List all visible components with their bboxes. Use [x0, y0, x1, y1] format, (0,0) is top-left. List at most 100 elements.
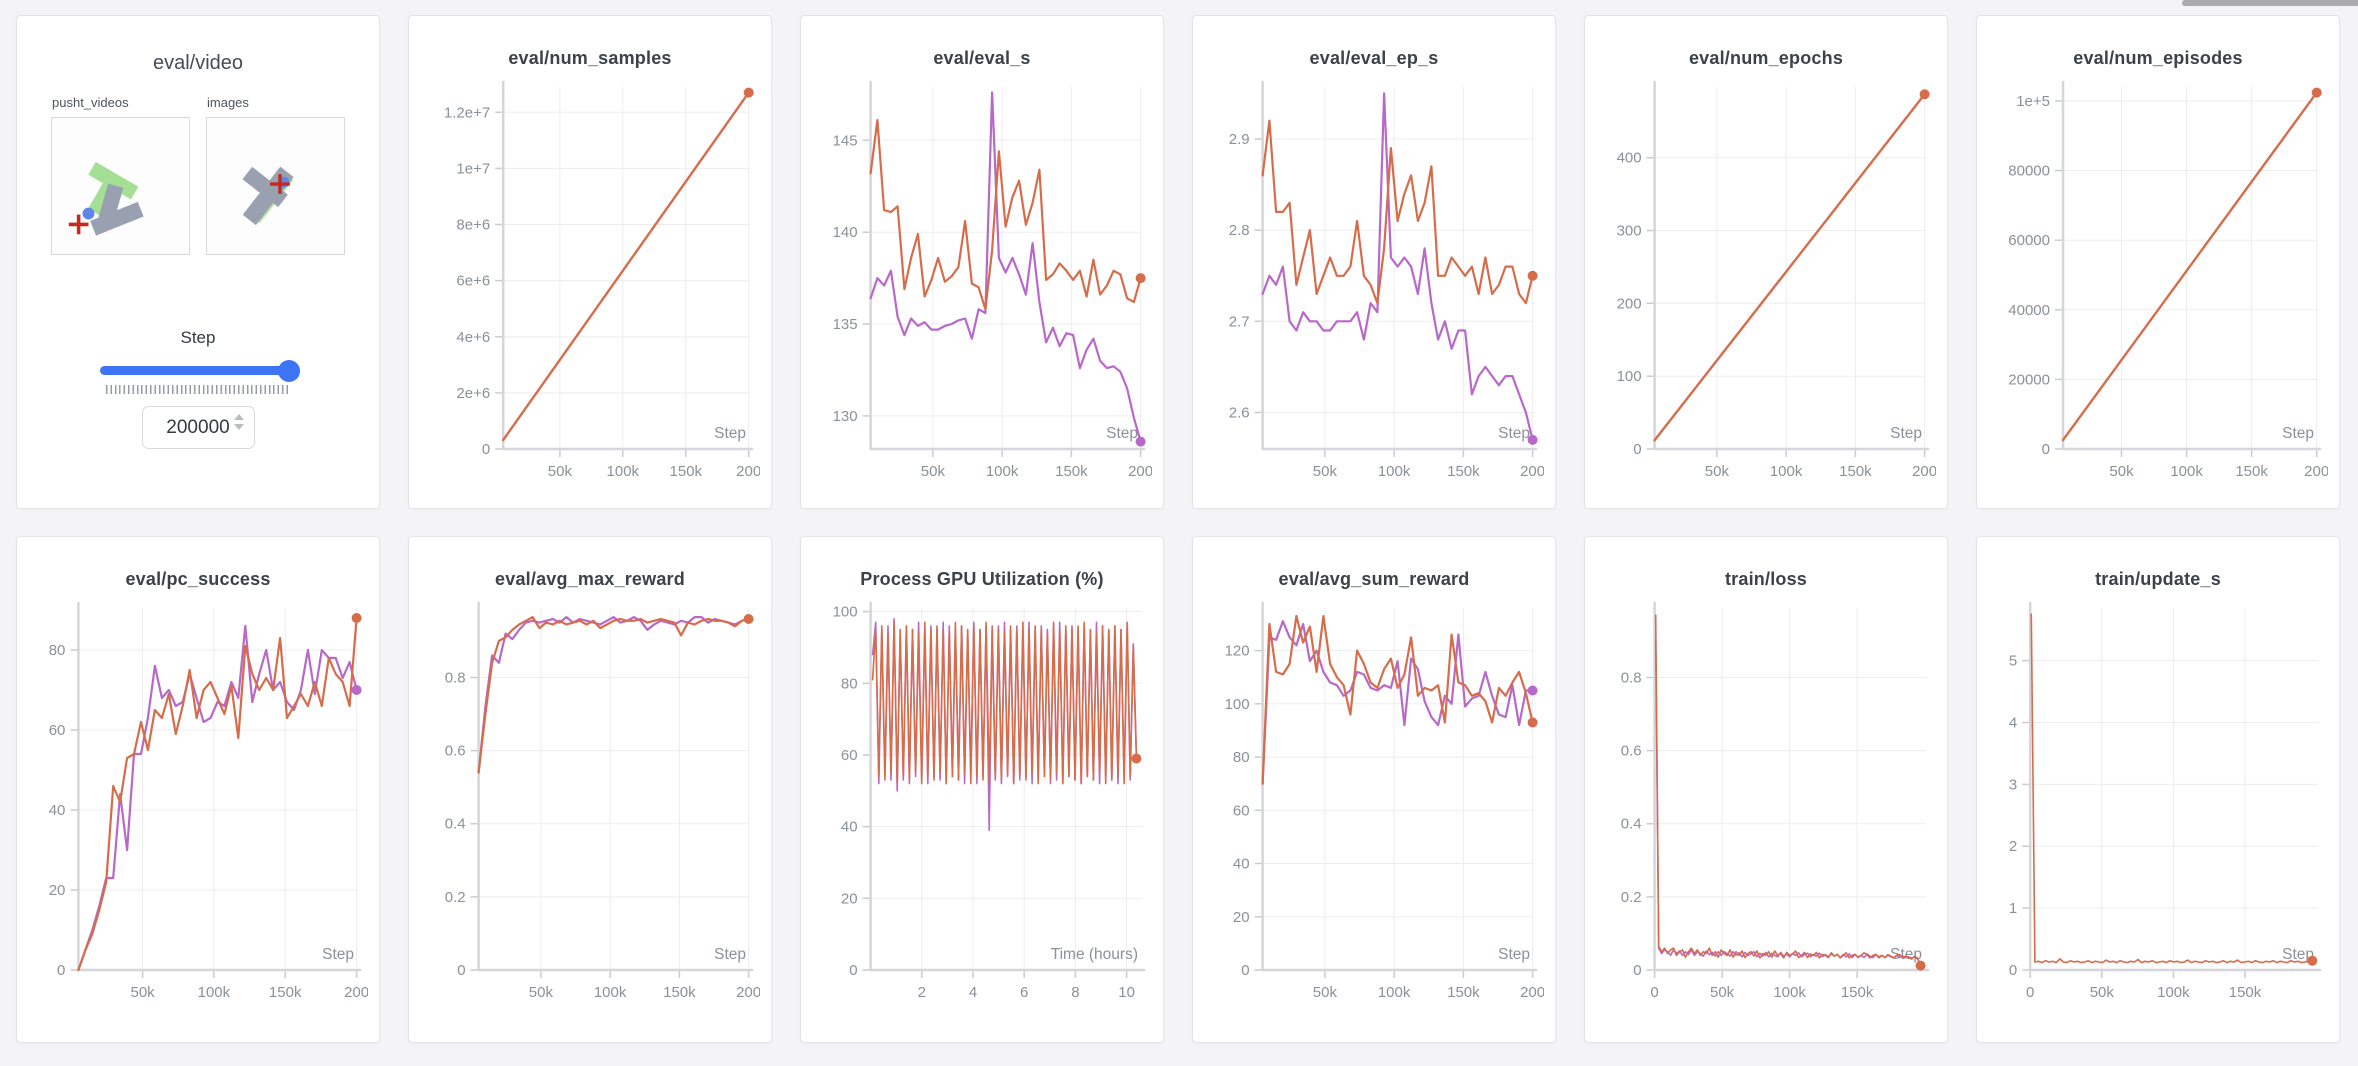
line-chart[interactable]: 50k 100k 150k 200 0 0.2 0.4 0.6 0.8 Step [420, 600, 760, 1002]
svg-text:3: 3 [2009, 776, 2017, 793]
svg-text:0: 0 [457, 962, 465, 979]
svg-text:0: 0 [1633, 962, 1641, 979]
chart-title: eval/avg_max_reward [495, 569, 685, 589]
svg-text:140: 140 [833, 224, 858, 241]
svg-text:200: 200 [1520, 463, 1544, 480]
svg-text:6e+6: 6e+6 [456, 273, 490, 290]
step-slider[interactable] [100, 360, 300, 382]
media-block-pusht-videos: pusht_videos [51, 95, 190, 260]
chart-title: eval/avg_sum_reward [1278, 569, 1470, 589]
svg-text:20: 20 [49, 882, 66, 899]
svg-text:20000: 20000 [2008, 371, 2050, 388]
panel-eval-video: eval/video pusht_videos [16, 15, 380, 509]
chart-title: Process GPU Utilization (%) [860, 569, 1104, 589]
svg-text:0: 0 [1241, 962, 1249, 979]
svg-text:Step: Step [1890, 946, 1922, 963]
svg-text:0: 0 [57, 962, 65, 979]
step-value-box [141, 406, 255, 449]
svg-text:Step: Step [1890, 425, 1922, 442]
svg-text:5: 5 [2009, 653, 2017, 670]
agent-dot [82, 207, 95, 220]
svg-text:60: 60 [49, 722, 66, 739]
svg-text:50k: 50k [2090, 984, 2115, 1001]
svg-text:Step: Step [2282, 946, 2314, 963]
svg-text:0: 0 [1650, 984, 1658, 1001]
svg-text:Step: Step [1106, 425, 1138, 442]
svg-text:200: 200 [736, 984, 760, 1001]
svg-text:0: 0 [1633, 441, 1641, 458]
svg-text:1e+7: 1e+7 [456, 160, 490, 177]
svg-text:2.7: 2.7 [1229, 313, 1250, 330]
svg-text:200: 200 [1617, 295, 1642, 312]
panel-train-loss: train/loss 0 50k 100k 150k 0 0.2 0.4 0.6 0.8 Step [1584, 536, 1948, 1043]
svg-text:Step: Step [1498, 946, 1530, 963]
svg-text:0: 0 [2009, 962, 2017, 979]
slider-tick-marks [106, 385, 290, 394]
svg-text:200: 200 [1128, 463, 1152, 480]
chevron-down-icon[interactable] [233, 424, 244, 430]
chart-title: eval/pc_success [125, 569, 271, 589]
svg-text:0: 0 [2042, 441, 2050, 458]
svg-text:4: 4 [2009, 715, 2017, 732]
panel-eval-num-epochs: eval/num_epochs 50k 100k 150k 200 0 100 200 300… [1584, 15, 1948, 509]
images-thumbnail[interactable] [206, 117, 345, 255]
svg-text:50k: 50k [2109, 463, 2134, 480]
chart-title: eval/num_epochs [1688, 48, 1844, 68]
line-chart[interactable]: 50k 100k 150k 200 0 100 200 300 400 Step [1596, 79, 1936, 481]
svg-text:4e+6: 4e+6 [456, 329, 490, 346]
media-label: images [207, 95, 249, 110]
svg-text:50k: 50k [1710, 984, 1735, 1001]
svg-text:100k: 100k [198, 984, 231, 1001]
svg-text:100k: 100k [1378, 463, 1411, 480]
svg-text:40: 40 [49, 802, 66, 819]
svg-text:60: 60 [841, 747, 858, 764]
svg-text:0.6: 0.6 [445, 743, 466, 760]
line-chart[interactable]: 0 50k 100k 150k 0 1 2 3 4 5 Step [1988, 600, 2328, 1002]
slider-track[interactable] [100, 366, 296, 375]
svg-text:150k: 150k [663, 984, 696, 1001]
pusht-video-thumbnail[interactable] [51, 117, 190, 255]
line-chart[interactable]: 50k 100k 150k 200 2.6 2.7 2.8 2.9 Step [1204, 79, 1544, 481]
svg-text:50k: 50k [1313, 984, 1338, 1001]
svg-text:100k: 100k [2170, 463, 2203, 480]
panel-eval-eval-s: eval/eval_s 50k 100k 150k 200 130 135 140 145 St… [800, 15, 1164, 509]
svg-text:80000: 80000 [2008, 163, 2050, 180]
svg-text:400: 400 [1617, 150, 1642, 167]
chart-title: eval/num_episodes [2073, 48, 2243, 68]
line-chart[interactable]: 50k 100k 150k 200 0 20 40 60 80 Step [28, 600, 368, 1002]
media-block-images: images [206, 95, 345, 260]
svg-text:200: 200 [1520, 984, 1544, 1001]
svg-text:40: 40 [841, 819, 858, 836]
svg-text:2: 2 [2009, 838, 2017, 855]
svg-text:150k: 150k [269, 984, 302, 1001]
stepper-control [233, 414, 244, 430]
step-value-input[interactable] [162, 416, 234, 439]
line-chart[interactable]: 0 50k 100k 150k 0 0.2 0.4 0.6 0.8 Step [1596, 600, 1936, 1002]
line-chart[interactable]: 50k 100k 150k 200 0 20 40 60 80 100 120 Step [1204, 600, 1544, 1002]
panel-eval-avg-max-reward: eval/avg_max_reward 50k 100k 150k 200 0 0.2 0.… [408, 536, 772, 1043]
svg-text:100k: 100k [594, 984, 627, 1001]
svg-text:150k: 150k [1447, 984, 1480, 1001]
svg-text:40000: 40000 [2008, 302, 2050, 319]
horizontal-scrollbar-thumb[interactable] [2182, 0, 2358, 6]
svg-text:8e+6: 8e+6 [456, 217, 490, 234]
svg-text:Step: Step [714, 946, 746, 963]
svg-text:60: 60 [1233, 802, 1250, 819]
svg-text:80: 80 [49, 642, 66, 659]
svg-text:150k: 150k [670, 463, 703, 480]
panel-eval-eval-ep-s: eval/eval_ep_s 50k 100k 150k 200 2.6 2.7 2.8 2.… [1192, 15, 1556, 509]
svg-text:1.2e+7: 1.2e+7 [444, 104, 490, 121]
svg-text:100: 100 [1617, 368, 1642, 385]
svg-text:20: 20 [841, 890, 858, 907]
svg-text:150k: 150k [1839, 463, 1872, 480]
chevron-up-icon[interactable] [233, 414, 244, 420]
line-chart[interactable]: 50k 100k 150k 200 0 20000 40000 60000 80000 1e+5 S… [1988, 79, 2328, 481]
svg-text:150k: 150k [2229, 984, 2262, 1001]
line-chart[interactable]: 50k 100k 150k 200 130 135 140 145 Step [812, 79, 1152, 481]
slider-thumb[interactable] [278, 360, 300, 382]
line-chart[interactable]: 50k 100k 150k 200 0 2e+6 4e+6 6e+6 8e+6 1e+7 1.2e+… [420, 79, 760, 481]
svg-text:50k: 50k [131, 984, 156, 1001]
svg-text:50k: 50k [529, 984, 554, 1001]
svg-text:1: 1 [2009, 900, 2017, 917]
